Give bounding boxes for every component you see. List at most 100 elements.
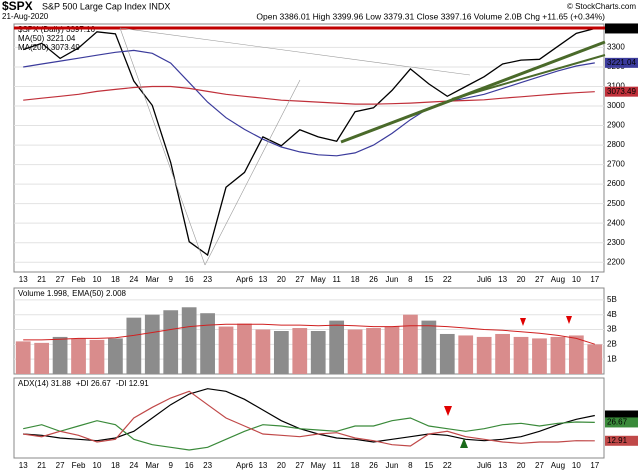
y-tick-label: 2300 — [607, 238, 625, 247]
x-tick-label: 9 — [168, 275, 173, 284]
y-tick-label: 2B — [607, 339, 617, 348]
volume-bar — [218, 326, 234, 374]
x-tick-label: 18 — [111, 461, 120, 470]
value-tag-box — [605, 435, 638, 446]
x-tick-label: 9 — [168, 461, 173, 470]
series-line — [23, 85, 595, 105]
x-tick-label: 10 — [93, 461, 102, 470]
x-tick-label: Feb — [72, 461, 86, 470]
x-tick-label: 16 — [185, 461, 194, 470]
x-tick-label: Apr6 — [236, 275, 253, 284]
value-tag-box — [605, 417, 638, 428]
x-tick-label: 22 — [443, 275, 452, 284]
legend-entry: -DI 12.91 — [116, 379, 149, 388]
x-tick-label: 21 — [37, 461, 46, 470]
x-tick-label: 27 — [56, 461, 65, 470]
x-tick-label: 26 — [369, 275, 378, 284]
x-tick-label: 11 — [333, 461, 342, 470]
guide-line — [119, 27, 206, 266]
x-tick-label: 21 — [37, 275, 46, 284]
arrow — [460, 438, 468, 448]
x-tick-label: Aug — [551, 461, 565, 470]
y-tick-label: 2500 — [607, 199, 625, 208]
x-tick-label: 23 — [203, 275, 212, 284]
value-tag-box — [605, 410, 638, 421]
y-tick-label: 3B — [607, 325, 617, 334]
volume-bar — [181, 307, 197, 374]
x-tick-label: 18 — [111, 275, 120, 284]
x-tick-label: 13 — [19, 461, 28, 470]
x-tick-label: 13 — [258, 275, 267, 284]
volume-bar — [71, 338, 86, 374]
volume-bar — [144, 314, 160, 374]
series-line — [23, 417, 595, 451]
x-tick-label: 10 — [572, 461, 581, 470]
volume-bar — [52, 336, 68, 374]
x-tick-label: 20 — [277, 275, 286, 284]
x-tick-label: 27 — [535, 461, 544, 470]
x-tick-label: May — [311, 461, 326, 470]
x-tick-label: Jun — [386, 461, 399, 470]
y-tick-label: 2800 — [607, 140, 625, 149]
series-line — [23, 388, 595, 443]
x-tick-label: 27 — [56, 275, 65, 284]
y-tick-label: 2400 — [607, 218, 625, 227]
arrow — [444, 406, 452, 416]
x-tick-label: 18 — [351, 461, 360, 470]
value-tag: 12.91 — [607, 436, 628, 445]
series-line — [23, 49, 595, 157]
x-tick-label: 27 — [535, 275, 544, 284]
volume-bar — [587, 344, 603, 374]
legend-entry: $SPX (Daily) 3397.16 — [18, 25, 95, 34]
legend-entry: MA(200) 3073.49 — [18, 43, 80, 52]
y-tick-label: 3300 — [607, 43, 625, 52]
y-tick-label: 5B — [607, 295, 617, 304]
x-tick-label: 15 — [424, 461, 433, 470]
legend-entry: EMA(50) 2.008 — [72, 289, 126, 298]
credit: © StockCharts.com — [567, 2, 636, 11]
volume-bar — [476, 336, 492, 374]
y-tick-label: 2200 — [607, 257, 625, 266]
volume-bar — [384, 326, 400, 374]
x-tick-label: 24 — [129, 275, 138, 284]
x-tick-label: 17 — [590, 461, 599, 470]
x-tick-label: Jun — [386, 275, 399, 284]
volume-bar — [366, 328, 381, 374]
x-tick-label: Jul6 — [477, 461, 492, 470]
volume-bar — [403, 314, 418, 374]
series-line — [23, 390, 595, 447]
symbol: $SPX — [2, 0, 33, 13]
volume-bar — [126, 317, 142, 374]
plots: 2200 2300 2400 2500 2600 2700 2800 2900 3000 3100… — [13, 23, 638, 470]
volume-bar — [550, 336, 566, 374]
x-tick-label: Mar — [145, 275, 159, 284]
panel-frame — [13, 23, 605, 273]
x-tick-label: 26 — [369, 461, 378, 470]
legend-entry: MA(50) 3221.04 — [18, 34, 76, 43]
volume-bar — [255, 329, 271, 374]
volume-bar — [237, 323, 252, 374]
y-tick-label: 2700 — [607, 160, 625, 169]
volume-bar — [568, 335, 584, 374]
x-tick-label: 16 — [185, 275, 194, 284]
x-tick-label: 8 — [408, 461, 413, 470]
volume-bar — [421, 320, 437, 374]
x-tick-label: 15 — [424, 275, 433, 284]
x-tick-label: Apr6 — [236, 461, 253, 470]
x-tick-label: 10 — [572, 275, 581, 284]
value-tag-box — [605, 57, 638, 68]
x-tick-label: Feb — [72, 275, 86, 284]
x-tick-label: 13 — [258, 461, 267, 470]
y-tick-label: 2900 — [607, 121, 625, 130]
x-tick-label: 20 — [277, 461, 286, 470]
y-tick-label: 1B — [607, 354, 617, 363]
annotations — [14, 26, 606, 448]
legend-entry: +DI 26.67 — [76, 379, 111, 388]
x-tick-label: May — [311, 275, 326, 284]
x-tick-label: 20 — [517, 461, 526, 470]
y-tick-label: 3100 — [607, 82, 625, 91]
volume-bar — [34, 342, 50, 374]
x-tick-label: 18 — [351, 275, 360, 284]
volume-bar — [513, 336, 529, 374]
